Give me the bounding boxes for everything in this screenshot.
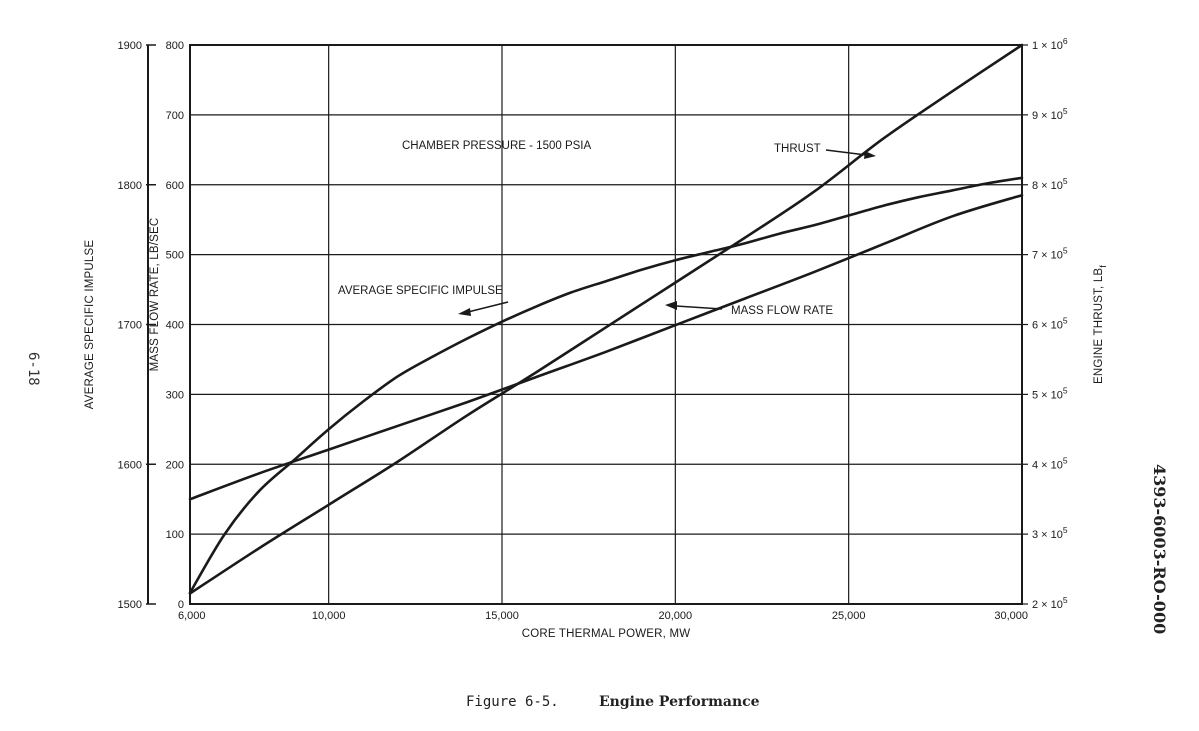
x-tick-label: 10,000	[312, 610, 346, 622]
thrust-tick-label: 3 × 105	[1032, 525, 1068, 541]
thrust-label-arrow	[825, 149, 876, 159]
mass-flow-axis-title: MASS FLOW RATE, LB/SEC	[149, 218, 161, 372]
series-layer	[188, 43, 1024, 595]
impulse-series-label: AVERAGE SPECIFIC IMPULSE	[338, 285, 503, 297]
thrust-tick-label: 8 × 105	[1032, 176, 1068, 192]
mass-flow-tick-label: 200	[166, 459, 184, 471]
thrust-tick-label: 5 × 105	[1032, 385, 1068, 401]
thrust-tick-label: 4 × 105	[1032, 455, 1068, 471]
thrust-curve	[188, 43, 1024, 595]
caption-layer: Figure 6-5. Engine Performance	[466, 694, 760, 710]
x-tick-label: 15,000	[485, 610, 519, 622]
x-tick-label: 25,000	[832, 610, 866, 622]
mass-flow-label-arrow	[665, 301, 723, 310]
impulse-tick-label: 1600	[118, 459, 142, 471]
impulse-tick-label: 1700	[118, 320, 142, 332]
annotation-layer: CHAMBER PRESSURE - 1500 PSIA AVERAGE SPE…	[338, 140, 876, 317]
figure-title: Engine Performance	[599, 694, 760, 710]
mass-flow-series-label: MASS FLOW RATE	[731, 305, 833, 317]
impulse-tick-label: 1900	[118, 40, 142, 52]
thrust-series-label: THRUST	[774, 143, 821, 155]
mass-flow-tick-label: 700	[166, 110, 184, 122]
document-number: 4393-6003-RO-000	[1150, 464, 1169, 634]
thrust-tick-label: 1 × 106	[1032, 36, 1068, 52]
thrust-tick-label: 7 × 105	[1032, 246, 1068, 262]
axis-layer: 6,000 10,000 15,000 20,000 25,000 30,000 CORE …	[84, 36, 1108, 640]
page-number: 6-18	[25, 352, 41, 386]
impulse-tick-label: 1500	[118, 599, 142, 611]
mass-flow-tick-label: 300	[166, 389, 184, 401]
thrust-tick-label: 2 × 105	[1032, 595, 1068, 611]
mass-flow-tick-label: 100	[166, 529, 184, 541]
x-tick-label: 30,000	[994, 610, 1028, 622]
impulse-tick-label: 1800	[118, 180, 142, 192]
mass-flow-tick-label: 800	[166, 40, 184, 52]
mass-flow-tick-label: 600	[166, 180, 184, 192]
impulse-axis-title: AVERAGE SPECIFIC IMPULSE	[84, 240, 96, 410]
mass-flow-tick-label: 500	[166, 250, 184, 262]
figure-number: Figure 6-5.	[466, 694, 559, 710]
thrust-axis-title: ENGINE THRUST, LBf	[1093, 265, 1108, 384]
impulse-label-arrow	[458, 301, 509, 316]
thrust-tick-label: 6 × 105	[1032, 316, 1068, 332]
impulse-curve	[188, 176, 1024, 595]
x-tick-label: 6,000	[178, 610, 206, 622]
x-tick-label: 20,000	[659, 610, 693, 622]
x-axis-title: CORE THERMAL POWER, MW	[522, 628, 691, 640]
thrust-tick-label: 9 × 105	[1032, 106, 1068, 122]
grid-layer	[190, 45, 1022, 604]
mass-flow-tick-label: 0	[178, 599, 184, 611]
mass-flow-tick-label: 400	[166, 320, 184, 332]
mass-flow-curve	[188, 193, 1024, 501]
chamber-pressure-annotation: CHAMBER PRESSURE - 1500 PSIA	[402, 140, 592, 152]
